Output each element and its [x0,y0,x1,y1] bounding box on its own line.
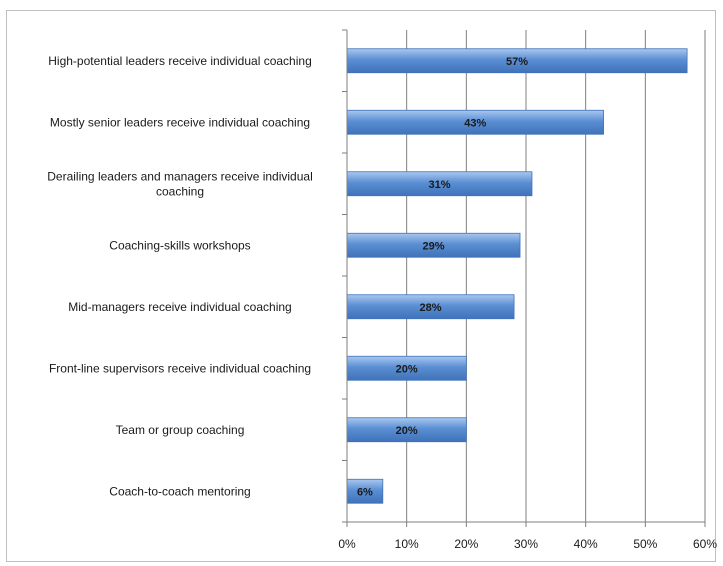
x-tick-label: 50% [633,537,657,551]
category-label-1: High-potential leaders receive individua… [48,54,312,68]
x-tick-label: 30% [514,537,538,551]
x-tick-label: 40% [574,537,598,551]
data-label-7: 20% [396,425,418,437]
data-label-4: 29% [423,240,445,252]
category-label-6: Front-line supervisors receive individua… [49,361,311,375]
bar-2 [346,109,604,135]
bar-3 [346,171,533,197]
data-label-2: 43% [464,117,486,129]
category-label-4: Coaching-skills workshops [109,238,250,252]
data-label-8: 6% [357,486,373,498]
chart-frame [6,10,716,562]
data-label-1: 57% [506,56,528,68]
category-label-8: Coach-to-coach mentoring [109,484,250,498]
category-label-5: Mid-managers receive individual coaching [68,300,291,314]
x-tick-label: 60% [693,537,717,551]
bar-8 [346,478,384,504]
bar-layer [346,48,688,504]
data-label-6: 20% [396,363,418,375]
data-label-5: 28% [420,302,442,314]
grid-layer [406,30,706,522]
bar-7 [346,417,467,443]
bar-6 [346,355,467,381]
label-layer: 57% High-potential leaders receive indivi… [47,54,528,499]
category-label-7: Team or group coaching [116,423,245,437]
x-tick-label: 0% [338,537,356,551]
category-label-3: coaching [156,184,204,198]
category-label-3: Derailing leaders and managers receive i… [47,169,312,183]
bar-5 [346,294,515,320]
axis-layer: 0% 10% 20% 30% 40% 50% 60% [338,29,717,551]
x-tick-label: 10% [395,537,419,551]
x-tick-label: 20% [454,537,478,551]
bar-4 [346,232,521,258]
data-label-3: 31% [428,179,450,191]
category-label-2: Mostly senior leaders receive individual… [50,115,310,129]
